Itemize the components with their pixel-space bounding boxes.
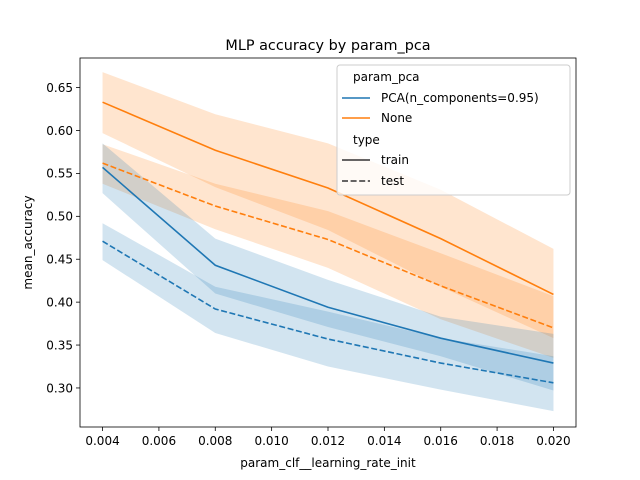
y-tick-label: 0.50: [46, 210, 73, 224]
legend-label-test: test: [381, 174, 404, 188]
x-tick-label: 0.010: [254, 434, 288, 448]
series-lines: [102, 101, 554, 384]
x-tick-label: 0.004: [85, 434, 119, 448]
line-pca-n-components-0-95-test: [102, 240, 554, 384]
y-tick-label: 0.30: [46, 381, 73, 395]
band-none-train: [102, 72, 554, 339]
x-tick-label: 0.018: [480, 434, 514, 448]
legend-label-train: train: [381, 153, 409, 167]
chart-title: MLP accuracy by param_pca: [225, 38, 430, 54]
legend-box: [336, 64, 571, 196]
line-none-train: [102, 101, 554, 296]
x-axis-label: param_clf__learning_rate_init: [240, 456, 416, 470]
line-none-test: [102, 162, 554, 329]
x-tick-label: 0.012: [311, 434, 345, 448]
y-tick-label: 0.45: [46, 253, 73, 267]
x-axis-ticks: 0.004 0.006 0.008 0.010 0.012 0.014 0.016 0.018…: [85, 427, 571, 448]
y-tick-label: 0.65: [46, 81, 73, 95]
y-tick-label: 0.55: [46, 167, 73, 181]
legend-hue-title: param_pca: [353, 70, 420, 84]
band-pca-n-components-0-95-train: [102, 143, 554, 391]
y-tick-label: 0.40: [46, 295, 73, 309]
legend: param_pca PCA(n_components=0.95) None ty…: [336, 64, 571, 196]
y-tick-label: 0.35: [46, 338, 73, 352]
line-pca-n-components-0-95-train: [102, 166, 554, 364]
band-none-test: [102, 144, 554, 358]
y-tick-label: 0.60: [46, 124, 73, 138]
legend-style-title: type: [353, 133, 380, 147]
confidence-bands: [102, 72, 554, 412]
x-tick-label: 0.020: [536, 434, 570, 448]
x-tick-label: 0.016: [424, 434, 458, 448]
x-tick-label: 0.008: [198, 434, 232, 448]
y-axis-label: mean_accuracy: [21, 195, 35, 289]
x-tick-label: 0.014: [367, 434, 401, 448]
y-axis-ticks: 0.30 0.35 0.40 0.45 0.50 0.55 0.60 0.65: [46, 81, 80, 395]
legend-label-pca: PCA(n_components=0.95): [381, 91, 539, 105]
band-pca-n-components-0-95-test: [102, 223, 554, 412]
x-tick-label: 0.006: [142, 434, 176, 448]
legend-label-none: None: [381, 111, 412, 125]
